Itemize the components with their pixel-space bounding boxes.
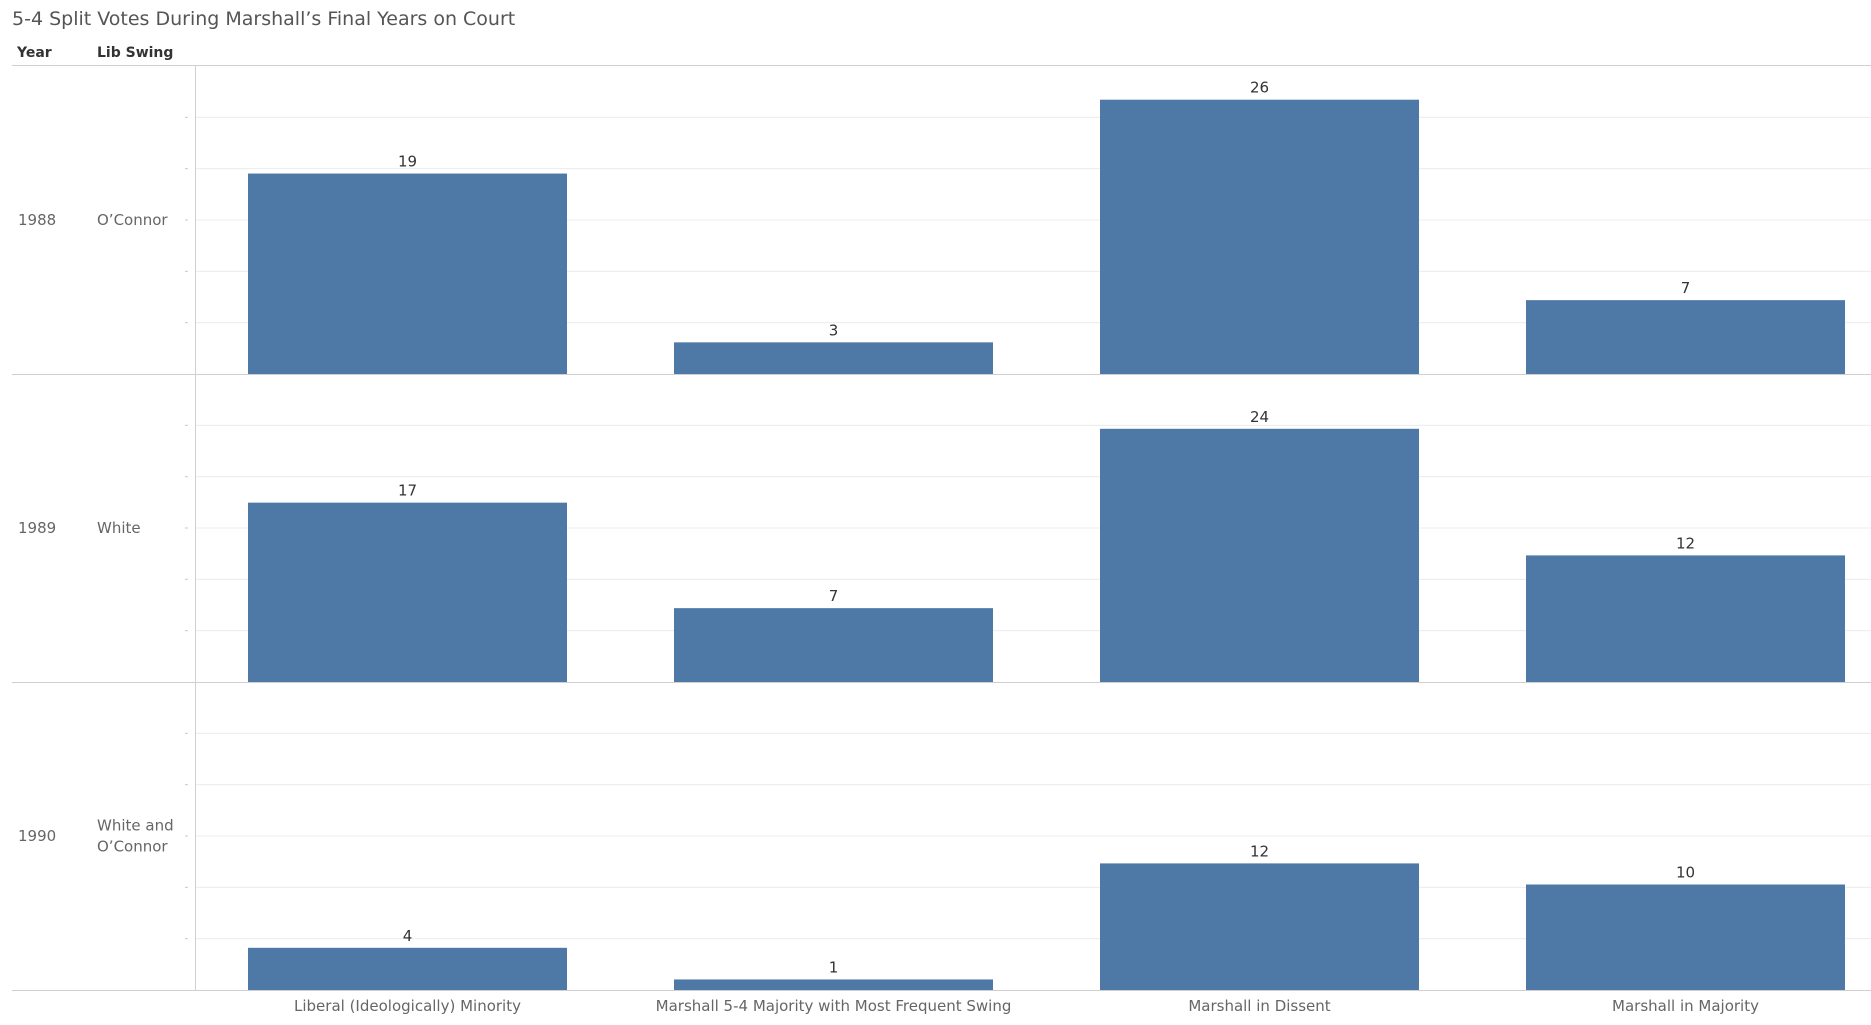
bar-value-label: 12 [1676, 534, 1695, 552]
row-header-lib-swing: Lib Swing [97, 45, 174, 61]
row-label-year: 1988 [18, 211, 56, 229]
row-label-swing: O’Connor [97, 838, 168, 856]
bar-value-label: 24 [1250, 408, 1269, 426]
bar [674, 608, 993, 682]
row-label-swing: O’Connor [97, 211, 168, 229]
bar [248, 947, 567, 990]
row-label-year: 1989 [18, 519, 56, 537]
bar-value-label: 7 [829, 587, 839, 605]
x-axis-category-label: Marshall in Majority [1612, 997, 1759, 1015]
row-label-swing: White [97, 519, 141, 537]
bar-value-label: 4 [403, 927, 413, 945]
bar [1526, 300, 1845, 374]
bar [1100, 428, 1419, 682]
bar-value-label: 10 [1676, 864, 1695, 882]
row-label-swing: White and [97, 817, 174, 835]
x-axis-category-label: Marshall in Dissent [1188, 997, 1330, 1015]
bar-value-label: 26 [1250, 79, 1269, 97]
bar-value-label: 19 [398, 153, 417, 171]
row-label-year: 1990 [18, 827, 56, 845]
bar [1526, 884, 1845, 990]
x-axis-category-label: Marshall 5-4 Majority with Most Frequent… [656, 997, 1012, 1015]
bar-value-label: 3 [829, 321, 839, 339]
bar [1100, 99, 1419, 374]
bar [248, 173, 567, 374]
bar [1526, 555, 1845, 682]
bar-value-label: 17 [398, 482, 417, 500]
bar-value-label: 1 [829, 958, 839, 976]
bar [248, 502, 567, 682]
row-header-year: Year [17, 45, 52, 61]
bar [674, 979, 993, 990]
bar-value-label: 12 [1250, 842, 1269, 860]
chart-title: 5-4 Split Votes During Marshall’s Final … [12, 8, 516, 30]
bar [674, 342, 993, 374]
x-axis-category-label: Liberal (Ideologically) Minority [294, 997, 521, 1015]
bar-value-label: 7 [1681, 279, 1691, 297]
bar [1100, 863, 1419, 990]
